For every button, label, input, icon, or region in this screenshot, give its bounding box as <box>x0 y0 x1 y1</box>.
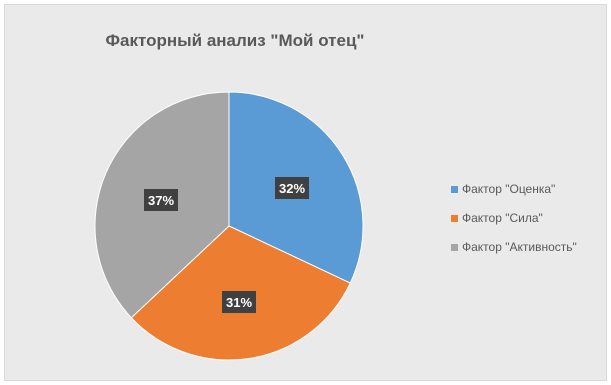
legend-swatch <box>451 243 458 251</box>
svg-text:31%: 31% <box>226 295 252 310</box>
data-label-2: 31% <box>222 291 256 313</box>
pie-chart: 32% 31% 37% <box>94 91 364 361</box>
legend-swatch <box>451 214 458 222</box>
chart-legend: Фактор "Оценка" Фактор "Сила" Фактор "Акти… <box>451 181 577 268</box>
pie-slices <box>94 91 364 361</box>
legend-label: Фактор "Сила" <box>462 211 543 225</box>
svg-text:32%: 32% <box>279 181 305 196</box>
data-labels: 32% 31% 37% <box>144 177 309 313</box>
legend-item-1: Фактор "Оценка" <box>451 181 577 197</box>
legend-item-3: Фактор "Активность" <box>451 239 577 255</box>
svg-text:37%: 37% <box>148 193 174 208</box>
legend-label: Фактор "Активность" <box>462 240 577 254</box>
legend-swatch <box>451 185 458 193</box>
data-label-3: 37% <box>144 189 178 211</box>
legend-item-2: Фактор "Сила" <box>451 210 577 226</box>
legend-label: Фактор "Оценка" <box>462 182 556 196</box>
chart-title: Факторный анализ "Мой отец" <box>105 31 365 50</box>
data-label-1: 32% <box>275 177 309 199</box>
chart-area: Факторный анализ "Мой отец" 32% 31% 37% Фа… <box>4 4 607 381</box>
